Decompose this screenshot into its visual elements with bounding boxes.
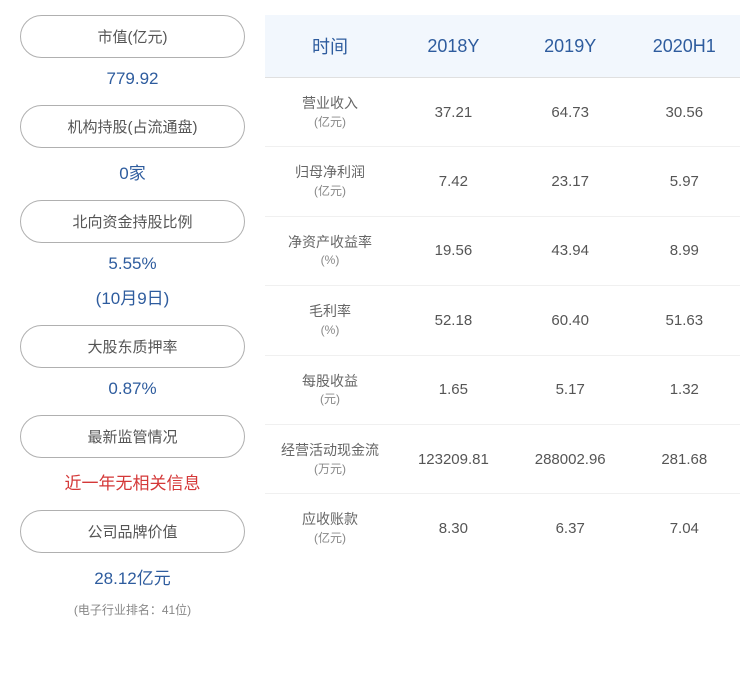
metric-value: 6.37 [512,494,629,563]
metric-value: 64.73 [512,78,629,147]
regulatory-status-label: 最新监管情况 [20,415,245,458]
table-row: 每股收益(元)1.655.171.32 [265,355,740,424]
metric-value: 288002.96 [512,424,629,493]
metric-label: 净资产收益率(%) [265,216,395,285]
metric-value: 5.97 [629,147,740,216]
metric-label: 归母净利润(亿元) [265,147,395,216]
metric-value: 37.21 [395,78,512,147]
metric-value: 1.32 [629,355,740,424]
metric-value: 8.99 [629,216,740,285]
metric-label: 毛利率(%) [265,286,395,355]
northbound-holdings-label: 北向资金持股比例 [20,200,245,243]
financial-table: 时间 2018Y 2019Y 2020H1 营业收入(亿元)37.2164.73… [265,15,740,563]
metric-value: 60.40 [512,286,629,355]
brand-value-value: 28.12亿元 [20,561,245,597]
metric-label: 每股收益(元) [265,355,395,424]
header-time: 时间 [265,15,395,78]
northbound-holdings-date: (10月9日) [20,284,245,317]
metric-label: 应收账款(亿元) [265,494,395,563]
table-row: 经营活动现金流(万元)123209.81288002.96281.68 [265,424,740,493]
northbound-holdings-value: 5.55% [20,251,245,282]
metric-label: 经营活动现金流(万元) [265,424,395,493]
metric-value: 7.42 [395,147,512,216]
table-row: 毛利率(%)52.1860.4051.63 [265,286,740,355]
metric-value: 7.04 [629,494,740,563]
table-row: 营业收入(亿元)37.2164.7330.56 [265,78,740,147]
metric-value: 52.18 [395,286,512,355]
left-stats-panel: 市值(亿元) 779.92 机构持股(占流通盘) 0家 北向资金持股比例 5.5… [0,0,265,678]
institutional-holdings-value: 0家 [20,156,245,192]
header-2020h1: 2020H1 [629,15,740,78]
market-cap-value: 779.92 [20,66,245,97]
brand-value-note: (电子行业排名：41位) [20,601,245,618]
brand-value-label: 公司品牌价值 [20,510,245,553]
header-2018: 2018Y [395,15,512,78]
pledge-ratio-label: 大股东质押率 [20,325,245,368]
metric-value: 23.17 [512,147,629,216]
metric-label: 营业收入(亿元) [265,78,395,147]
financial-table-panel: 时间 2018Y 2019Y 2020H1 营业收入(亿元)37.2164.73… [265,0,750,678]
market-cap-label: 市值(亿元) [20,15,245,58]
regulatory-status-value: 近一年无相关信息 [20,466,245,502]
metric-value: 123209.81 [395,424,512,493]
table-row: 应收账款(亿元)8.306.377.04 [265,494,740,563]
metric-value: 30.56 [629,78,740,147]
pledge-ratio-value: 0.87% [20,376,245,407]
table-header-row: 时间 2018Y 2019Y 2020H1 [265,15,740,78]
table-body: 营业收入(亿元)37.2164.7330.56归母净利润(亿元)7.4223.1… [265,78,740,563]
table-row: 净资产收益率(%)19.5643.948.99 [265,216,740,285]
institutional-holdings-label: 机构持股(占流通盘) [20,105,245,148]
metric-value: 281.68 [629,424,740,493]
metric-value: 5.17 [512,355,629,424]
table-row: 归母净利润(亿元)7.4223.175.97 [265,147,740,216]
header-2019: 2019Y [512,15,629,78]
metric-value: 8.30 [395,494,512,563]
metric-value: 1.65 [395,355,512,424]
metric-value: 43.94 [512,216,629,285]
metric-value: 51.63 [629,286,740,355]
metric-value: 19.56 [395,216,512,285]
